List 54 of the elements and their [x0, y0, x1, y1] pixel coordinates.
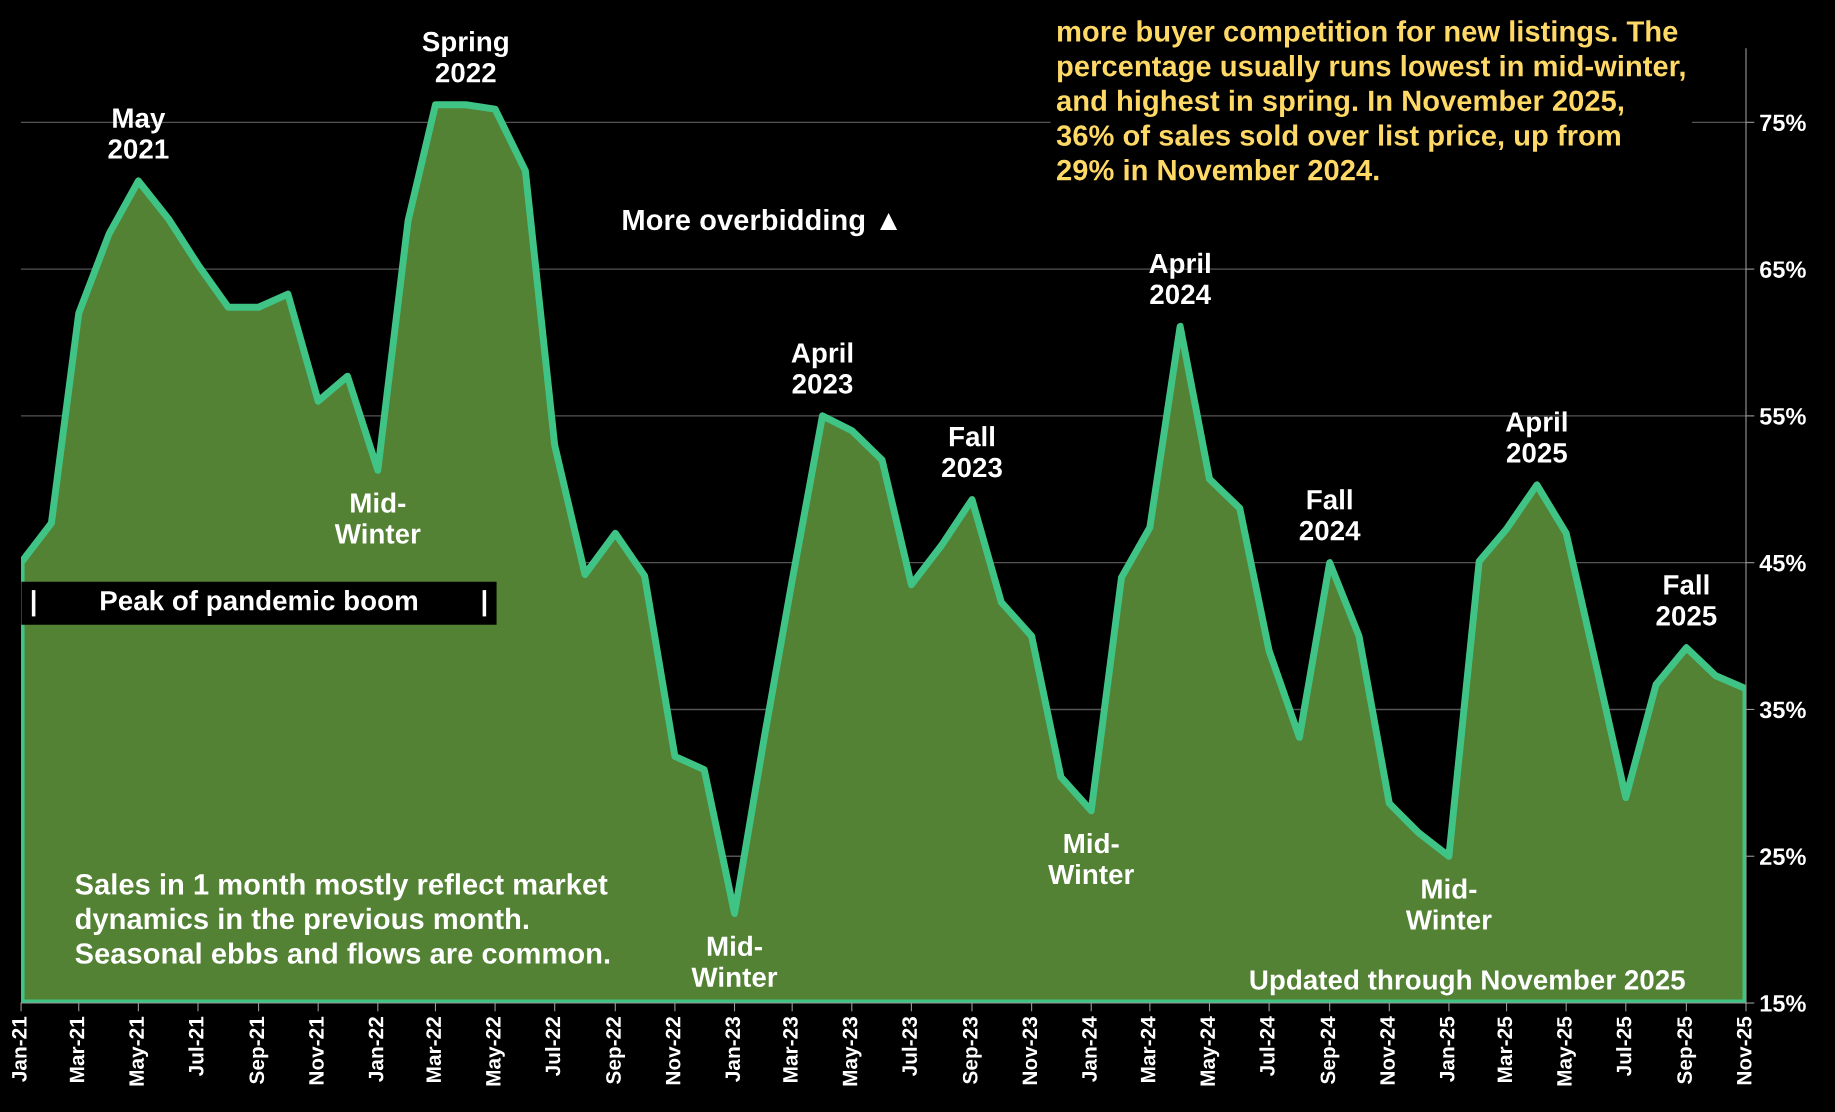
y-tick-label: 25%: [1760, 848, 1806, 866]
x-tick-label: Sep-22: [606, 1017, 625, 1084]
x-tick-label: May-21: [129, 1016, 149, 1086]
x-tick-label: Sep-21: [249, 1016, 269, 1084]
y-tick-label: 55%: [1759, 408, 1806, 425]
x-tick-label: May-22: [485, 1017, 505, 1086]
annotation: Fall 2024: [1299, 489, 1361, 541]
x-tick-label: Mar-22: [426, 1017, 442, 1082]
y-tick-label: 45%: [1759, 554, 1806, 572]
x-tick-label: May-25: [1557, 1016, 1576, 1086]
x-tick-label: Jan-23: [725, 1016, 741, 1082]
x-tick-label: May-23: [842, 1016, 862, 1086]
annotation: Mid- Winter: [1405, 878, 1492, 930]
x-tick-label: May-24: [1200, 1016, 1220, 1086]
annotation: Fall 2025: [1656, 574, 1717, 626]
x-tick-label: Mar-21: [69, 1016, 85, 1082]
annotation: | Peak of pandemic boom |: [31, 590, 487, 617]
x-tick-label: Jul-24: [1259, 1016, 1275, 1077]
x-tick-label: Mar-25: [1497, 1016, 1513, 1082]
y-tick-label: 35%: [1759, 701, 1806, 719]
x-tick-label: Jul-21: [188, 1016, 204, 1077]
x-tick-label: Sep-24: [1320, 1016, 1340, 1084]
annotation: More overbidding ▲: [623, 208, 898, 237]
annotation: April 2025: [1505, 411, 1567, 463]
x-tick-label: Jan-22: [368, 1017, 384, 1082]
x-tick-label: Sep-25: [1677, 1016, 1697, 1084]
x-tick-label: Jan-25: [1439, 1016, 1455, 1082]
annotation: Mid- Winter: [334, 492, 421, 544]
annotation: April 2023: [791, 342, 853, 394]
annotation: more buyer competition for new listings. The percentage usually runs lowest in mid-winter, and highest in spring. In November 2025, 36% of sales sold over list price, up from 29% in November 2024.: [1056, 20, 1685, 181]
x-tick-label: Sep-23: [962, 1016, 982, 1084]
x-tick-label: Nov-24: [1380, 1016, 1395, 1085]
annotation: Sales in 1 month mostly reflect market dynamics in the previous month. Seasonal ebbs and flows are common.: [75, 873, 610, 964]
x-tick-label: Nov-21: [309, 1016, 324, 1085]
x-tick-label: Jul-22: [544, 1017, 561, 1077]
annotation: Fall 2023: [942, 426, 1002, 478]
annotation: May 2021: [108, 108, 169, 159]
annotation: April 2024: [1149, 252, 1211, 305]
annotation: Spring 2022: [422, 31, 508, 83]
annotation: Mid- Winter: [691, 935, 778, 988]
x-tick-label: Jan-24: [1082, 1016, 1097, 1082]
x-tick-label: Jul-23: [901, 1016, 918, 1077]
x-tick-label: Nov-23: [1022, 1016, 1038, 1085]
y-tick-label: 65%: [1760, 261, 1806, 278]
x-tick-label: Jan-21: [11, 1016, 27, 1082]
x-tick-label: Jul-25: [1616, 1016, 1632, 1077]
annotation: Mid- Winter: [1048, 832, 1134, 885]
x-tick-label: Mar-23: [783, 1016, 798, 1082]
y-tick-label: 75%: [1760, 114, 1806, 132]
x-tick-label: Nov-25: [1736, 1016, 1752, 1085]
x-tick-label: Nov-22: [665, 1017, 681, 1085]
annotation: Updated through November 2025: [1250, 969, 1685, 996]
y-tick-label: 15%: [1760, 995, 1806, 1012]
x-tick-label: Mar-24: [1140, 1016, 1156, 1082]
